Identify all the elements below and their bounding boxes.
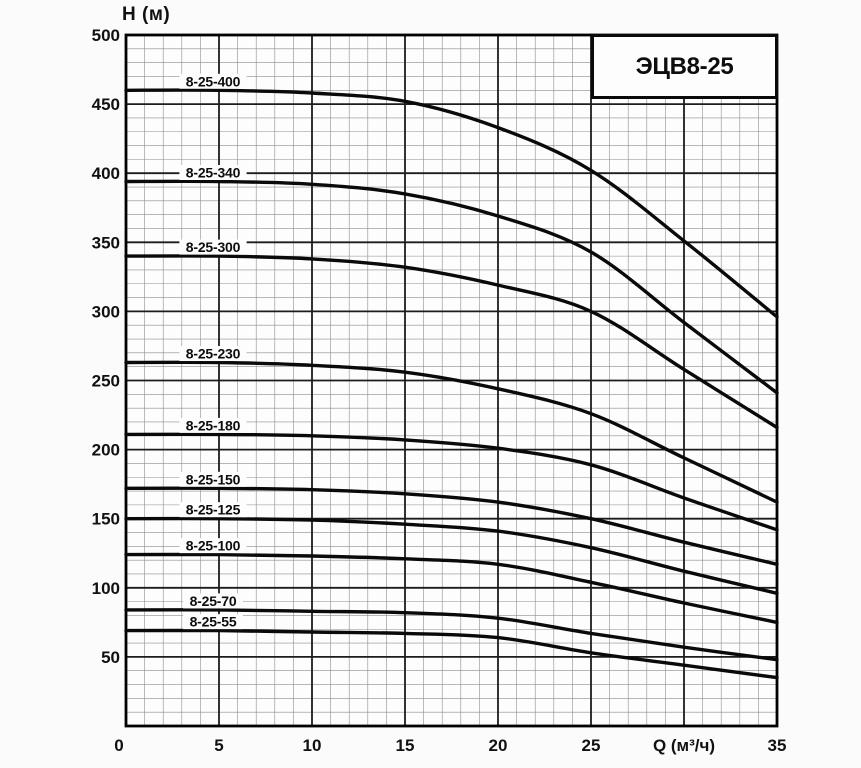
x-tick-label-25: 25: [582, 736, 601, 755]
curve-label-halo: [179, 471, 247, 487]
y-tick-label-500: 500: [92, 26, 120, 45]
y-axis-title: H (м): [122, 4, 171, 25]
curve-label-8-25-70: 8-25-70: [190, 593, 237, 609]
pump-curve-8-25-55: [124, 628, 779, 680]
y-tick-label-200: 200: [92, 441, 120, 460]
y-tick-label-450: 450: [92, 95, 120, 114]
curve-label-8-25-55: 8-25-55: [190, 614, 237, 630]
x-tick-label-15: 15: [396, 736, 415, 755]
x-tick-label-5: 5: [214, 736, 223, 755]
x-axis-title: Q (м³/ч): [653, 736, 715, 755]
curve-label-halo: [179, 73, 247, 89]
curve-label-halo: [183, 593, 243, 609]
y-tick-label-400: 400: [92, 164, 120, 183]
pump-curve-8-25-230: [124, 360, 779, 504]
curve-label-halo: [179, 502, 247, 518]
pump-curve-8-25-300: [124, 254, 779, 430]
curve-label-halo: [179, 164, 247, 180]
pump-curve-8-25-70: [124, 608, 779, 662]
chart-title: ЭЦВ8-25: [635, 52, 734, 80]
pump-curve-8-25-150: [124, 486, 779, 566]
curve-label-halo: [179, 346, 247, 362]
y-tick-label-350: 350: [92, 233, 120, 252]
pump-curve-8-25-125: [124, 516, 779, 595]
curve-label-halo: [183, 614, 243, 630]
curve-label-8-25-180: 8-25-180: [186, 417, 241, 433]
x-tick-label-35: 35: [768, 736, 787, 755]
pump-curve-8-25-180: [124, 432, 779, 532]
x-tick-label-10: 10: [303, 736, 322, 755]
curve-label-8-25-100: 8-25-100: [186, 538, 241, 554]
chart-title-box: ЭЦВ8-25: [591, 34, 778, 99]
y-tick-label-300: 300: [92, 302, 120, 321]
y-tick-label-100: 100: [92, 579, 120, 598]
x-tick-label-20: 20: [489, 736, 508, 755]
pump-curve-8-25-400: [124, 88, 779, 319]
pump-curve-8-25-100: [124, 552, 779, 625]
y-tick-label-50: 50: [101, 648, 120, 667]
plot-border: [124, 33, 779, 728]
curve-label-8-25-400: 8-25-400: [186, 73, 241, 89]
curve-label-8-25-300: 8-25-300: [186, 239, 241, 255]
curve-label-halo: [179, 538, 247, 554]
y-tick-label-150: 150: [92, 510, 120, 529]
curve-label-8-25-150: 8-25-150: [186, 471, 241, 487]
x-tick-label-0: 0: [114, 736, 123, 755]
curve-label-halo: [179, 239, 247, 255]
curve-label-8-25-230: 8-25-230: [186, 346, 241, 362]
curve-label-8-25-340: 8-25-340: [186, 164, 241, 180]
curve-label-halo: [179, 417, 247, 433]
curve-label-8-25-125: 8-25-125: [186, 502, 241, 518]
y-tick-label-250: 250: [92, 372, 120, 391]
pump-curve-8-25-340: [124, 179, 779, 395]
